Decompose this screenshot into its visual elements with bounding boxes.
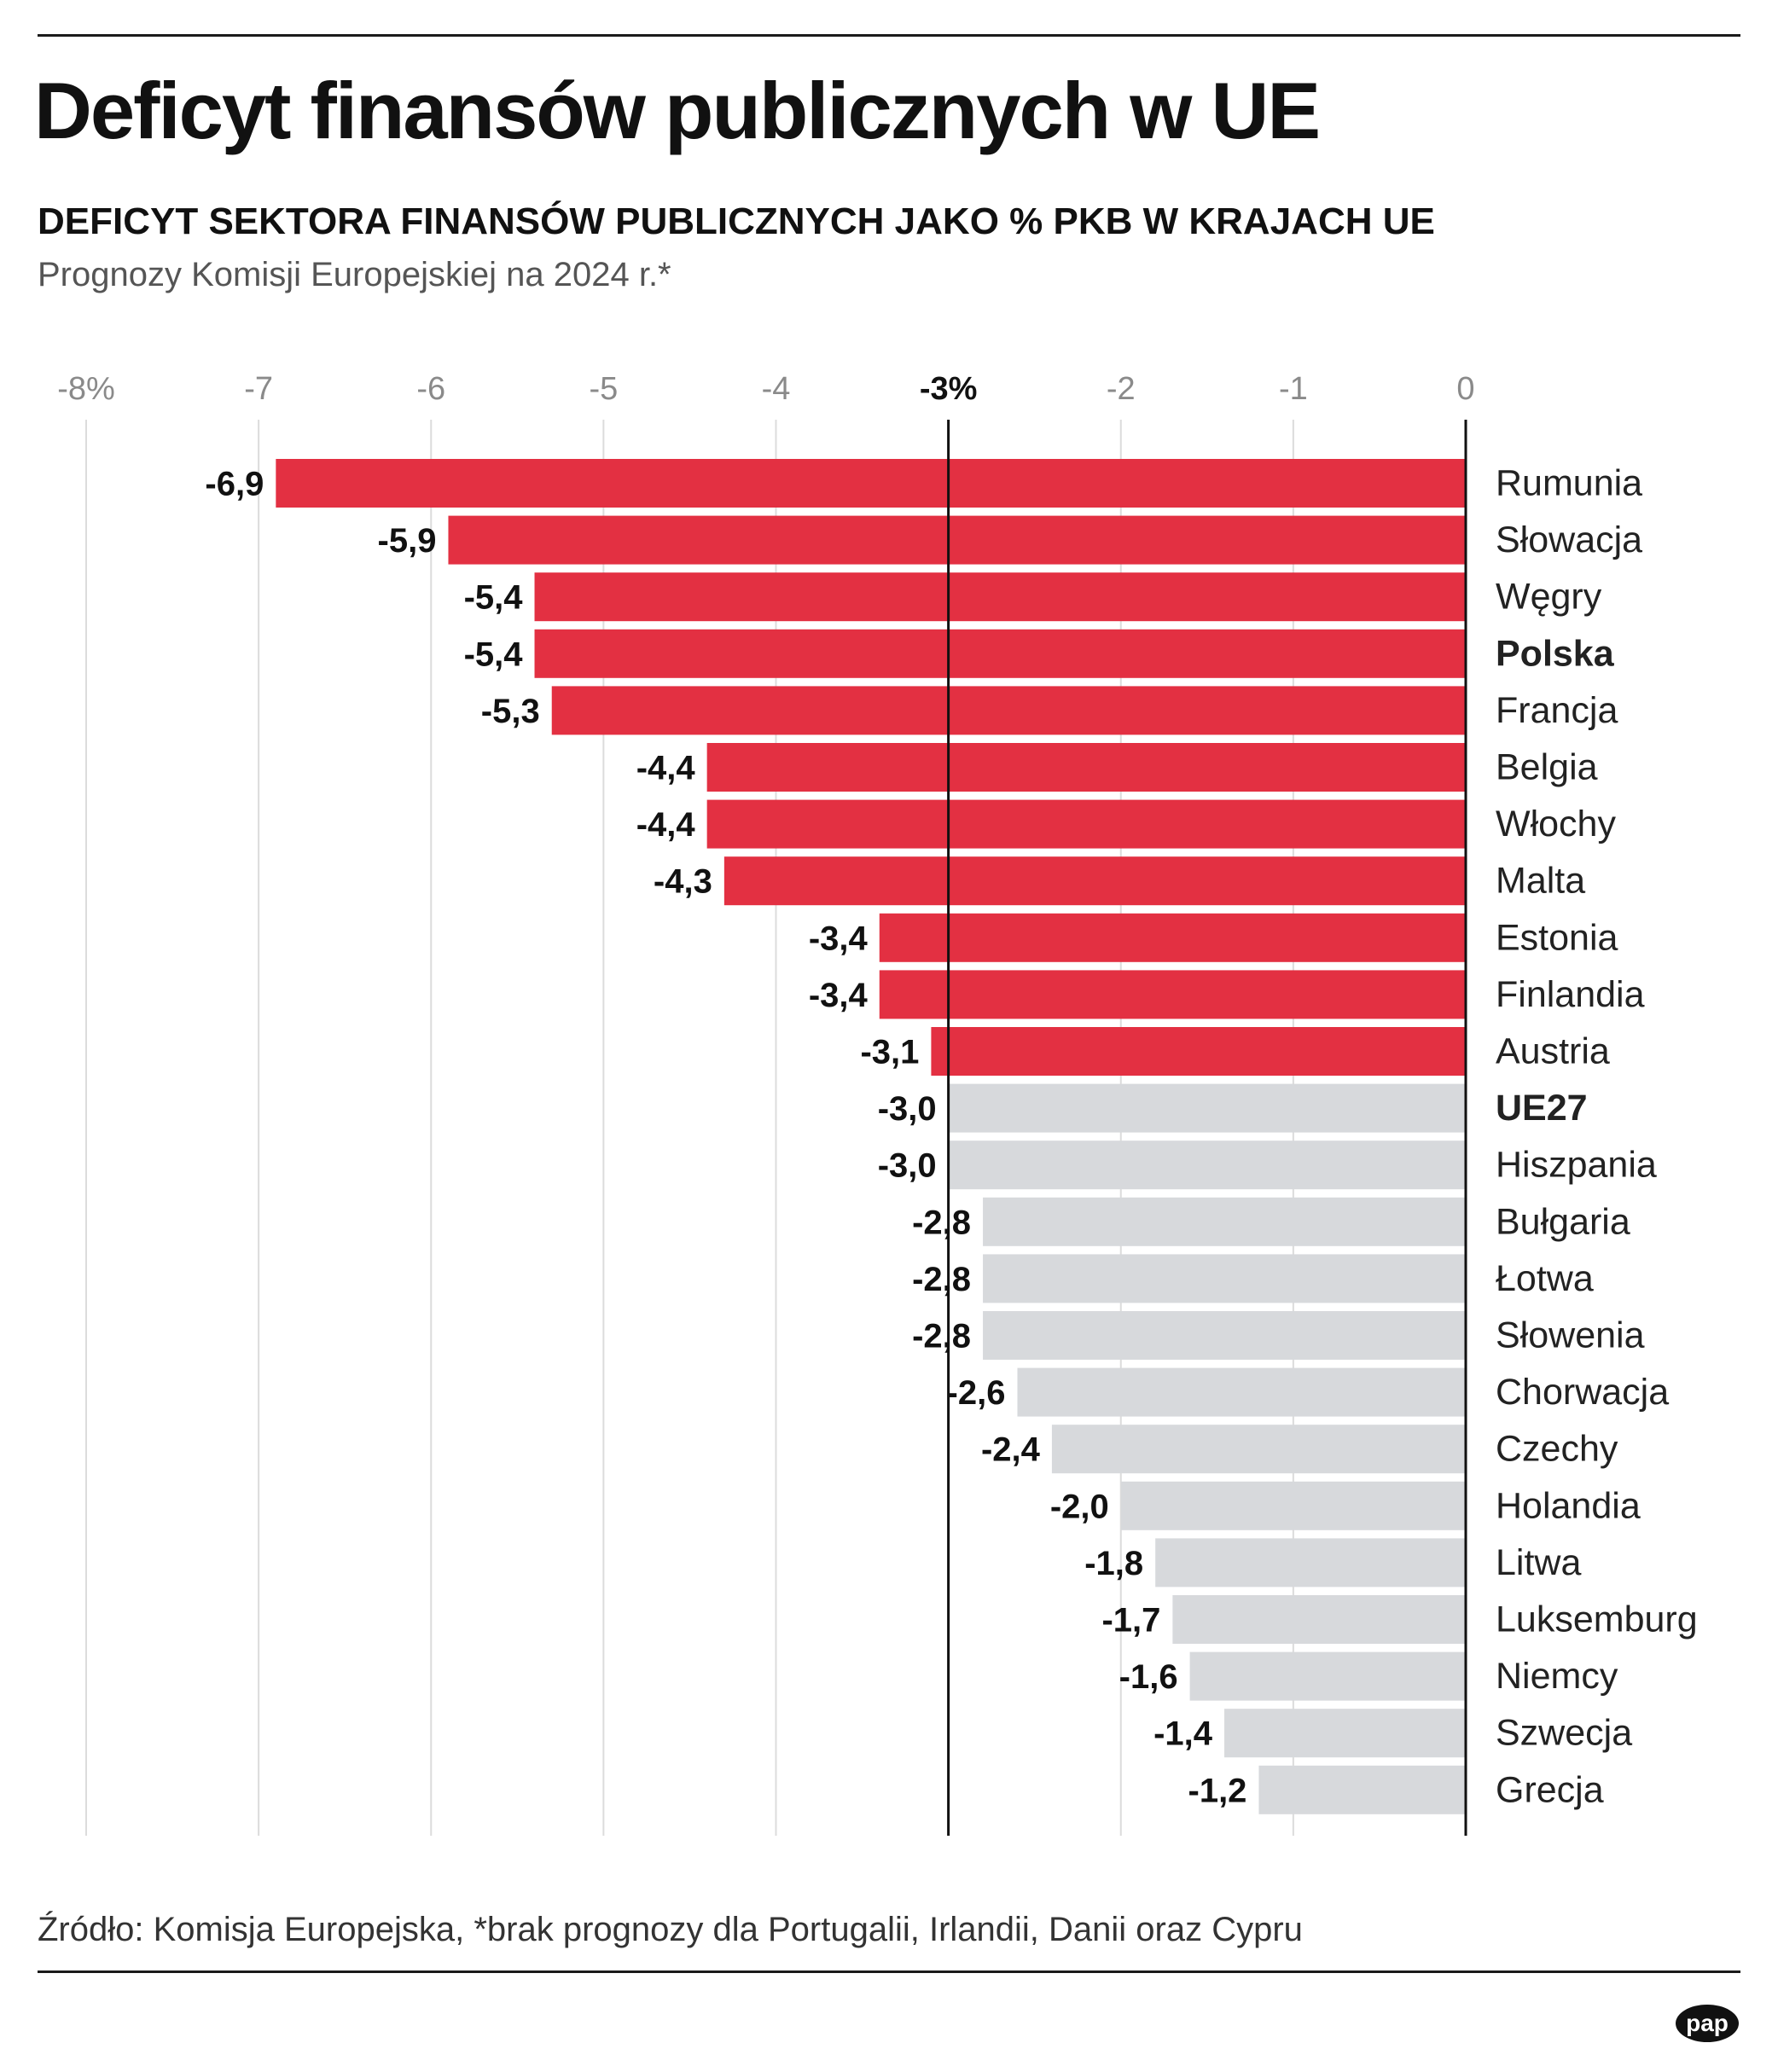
- value-label: -3,0: [878, 1147, 937, 1185]
- bar-Holandia: [1120, 1481, 1466, 1530]
- category-label: Austria: [1496, 1031, 1610, 1072]
- category-label: Belgia: [1496, 747, 1598, 788]
- page-title: Deficyt finansów publicznych w UE: [34, 66, 1321, 155]
- top-rule: [38, 34, 1740, 37]
- bar-Grecja: [1258, 1765, 1466, 1814]
- category-label: Luksemburg: [1496, 1599, 1698, 1640]
- category-label: Czechy: [1496, 1429, 1618, 1470]
- category-label: Polska: [1496, 633, 1615, 674]
- value-label: -1,6: [1119, 1658, 1178, 1696]
- bar-Szwecja: [1224, 1709, 1466, 1758]
- value-label: -5,9: [378, 522, 437, 560]
- value-label: -2,8: [912, 1204, 971, 1241]
- bar-Węgry: [534, 572, 1466, 622]
- category-label: Słowenia: [1496, 1315, 1645, 1356]
- category-label: Finlandia: [1496, 974, 1645, 1015]
- category-label: Estonia: [1496, 917, 1618, 958]
- bar-Bułgaria: [983, 1197, 1466, 1246]
- x-tick-label: -4: [762, 371, 791, 407]
- value-label: -4,3: [654, 863, 712, 901]
- value-label: -1,8: [1084, 1545, 1143, 1582]
- category-label: Litwa: [1496, 1542, 1581, 1583]
- value-label: -5,4: [464, 579, 524, 617]
- chart-subtitle: DEFICYT SEKTORA FINANSÓW PUBLICZNYCH JAK…: [38, 200, 1435, 242]
- x-tick-label: -8%: [57, 371, 115, 407]
- category-label: Grecja: [1496, 1769, 1604, 1810]
- bar-Słowenia: [983, 1311, 1466, 1360]
- category-label: Łotwa: [1496, 1258, 1594, 1299]
- category-label: Holandia: [1496, 1485, 1641, 1526]
- bar-Finlandia: [879, 970, 1466, 1019]
- bar-Włochy: [706, 799, 1466, 849]
- value-label: -3,0: [878, 1090, 937, 1128]
- bar-Litwa: [1155, 1538, 1466, 1587]
- value-label: -3,4: [809, 920, 869, 957]
- value-label: -2,6: [947, 1374, 1006, 1412]
- bar-Czechy: [1051, 1425, 1466, 1474]
- category-label: Chorwacja: [1496, 1372, 1669, 1413]
- category-label: Słowacja: [1496, 519, 1642, 560]
- x-tick-label: -5: [589, 371, 618, 407]
- bar-Rumunia: [276, 459, 1466, 508]
- category-label: Hiszpania: [1496, 1145, 1657, 1186]
- bar-Estonia: [879, 913, 1466, 962]
- chart-note: Prognozy Komisji Europejskiej na 2024 r.…: [38, 256, 671, 293]
- value-label: -4,4: [636, 806, 696, 844]
- value-label: -3,1: [860, 1034, 919, 1071]
- bar-Łotwa: [983, 1254, 1466, 1303]
- bar-Malta: [723, 856, 1466, 906]
- bar-Hiszpania: [948, 1140, 1466, 1190]
- value-label: -6,9: [205, 466, 264, 503]
- x-tick-label: -7: [244, 371, 273, 407]
- bar-Słowacja: [448, 515, 1466, 565]
- category-label: Francja: [1496, 690, 1618, 731]
- value-label: -3,4: [809, 977, 869, 1014]
- bar-Niemcy: [1189, 1651, 1466, 1701]
- x-tick-label: 0: [1456, 371, 1474, 407]
- category-label: Rumunia: [1496, 463, 1642, 504]
- value-label: -1,7: [1101, 1602, 1160, 1640]
- category-label: Bułgaria: [1496, 1201, 1630, 1242]
- value-label: -1,2: [1188, 1772, 1247, 1809]
- value-label: -2,8: [912, 1261, 971, 1298]
- category-label: UE27: [1496, 1088, 1588, 1129]
- category-label: Malta: [1496, 861, 1585, 902]
- category-label: Niemcy: [1496, 1656, 1618, 1697]
- category-label: Szwecja: [1496, 1713, 1632, 1754]
- deficit-bar-chart: -8% -7 -6 -5 -4 -3% -2 -1 0 -6,9 Rumunia -5,9 Słowac…: [57, 371, 1698, 1836]
- x-tick-label: -1: [1279, 371, 1308, 407]
- bar-Polska: [534, 629, 1466, 678]
- bar-Chorwacja: [1017, 1367, 1466, 1417]
- value-label: -5,3: [481, 693, 540, 730]
- pap-logo-text: pap: [1686, 2010, 1729, 2036]
- x-tick-label: -3%: [920, 371, 978, 407]
- x-tick-label: -6: [416, 371, 445, 407]
- bar-Belgia: [706, 743, 1466, 792]
- pap-logo: pap: [1676, 2005, 1739, 2042]
- bar-Austria: [931, 1027, 1466, 1076]
- source-note: Źródło: Komisja Europejska, *brak progno…: [38, 1911, 1303, 1948]
- category-label: Węgry: [1496, 577, 1602, 618]
- value-label: -5,4: [464, 636, 524, 673]
- value-label: -2,4: [981, 1431, 1041, 1469]
- bar-UE27: [948, 1083, 1466, 1133]
- value-label: -2,0: [1050, 1488, 1109, 1525]
- bottom-rule: [38, 1970, 1740, 1973]
- category-label: Włochy: [1496, 804, 1616, 844]
- x-tick-label: -2: [1107, 371, 1136, 407]
- bar-Francja: [551, 686, 1466, 735]
- value-label: -4,4: [636, 750, 696, 787]
- value-label: -2,8: [912, 1318, 971, 1355]
- value-label: -1,4: [1153, 1715, 1213, 1753]
- bar-Luksemburg: [1172, 1595, 1466, 1644]
